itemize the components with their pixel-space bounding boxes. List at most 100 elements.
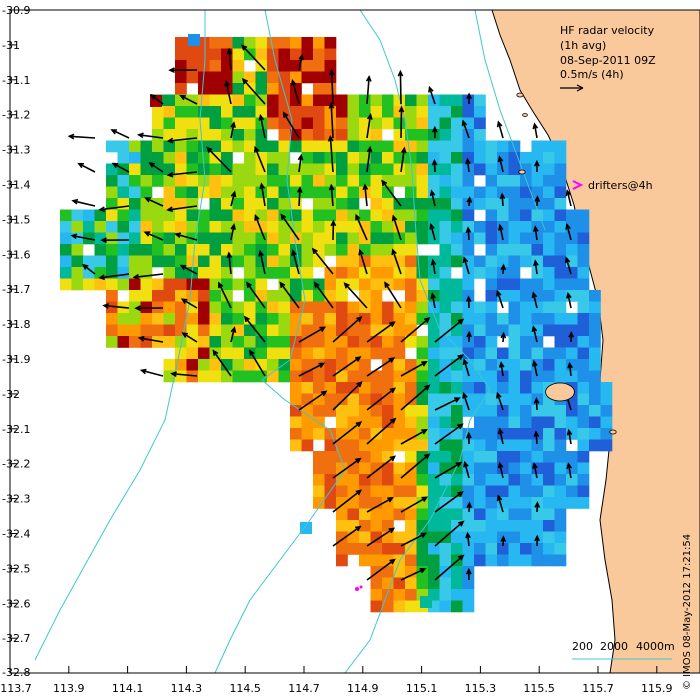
velocity-cell	[301, 209, 314, 222]
velocity-cell	[451, 129, 463, 141]
velocity-cell	[163, 232, 176, 245]
velocity-cell	[152, 244, 164, 256]
velocity-cell	[336, 347, 348, 360]
velocity-cell	[140, 175, 153, 187]
velocity-cell	[566, 405, 578, 417]
velocity-cell	[359, 359, 371, 371]
velocity-cell	[474, 324, 486, 337]
y-tick-label: -31.1	[2, 74, 30, 87]
velocity-cell	[382, 324, 394, 337]
velocity-cell	[347, 324, 360, 337]
velocity-arrow	[180, 298, 198, 309]
velocity-cell	[301, 301, 314, 314]
velocity-cell	[543, 347, 555, 360]
velocity-cell	[209, 209, 222, 222]
velocity-cell	[508, 393, 521, 406]
velocity-cell	[324, 244, 337, 256]
velocity-cell	[255, 209, 268, 222]
velocity-cell	[163, 301, 176, 314]
velocity-cell	[347, 531, 360, 544]
velocity-cell	[324, 428, 337, 440]
velocity-cell	[405, 336, 417, 348]
velocity-cell	[336, 451, 348, 463]
velocity-cell	[428, 324, 440, 337]
velocity-cell	[347, 175, 360, 187]
velocity-cell	[359, 175, 371, 187]
velocity-cell	[301, 347, 314, 360]
velocity-cell	[163, 359, 176, 371]
velocity-cell	[221, 198, 233, 210]
velocity-cell	[554, 543, 567, 555]
velocity-arrow	[291, 249, 300, 275]
velocity-cell	[324, 94, 337, 107]
velocity-cell	[186, 186, 199, 199]
velocity-cell	[382, 531, 394, 544]
velocity-cell	[324, 393, 337, 406]
velocity-cell	[232, 370, 245, 383]
velocity-cell	[301, 117, 314, 130]
velocity-cell	[428, 416, 440, 429]
velocity-cell	[393, 428, 406, 440]
velocity-arrow	[102, 303, 130, 309]
velocity-cell	[359, 474, 371, 486]
velocity-cell	[508, 370, 521, 383]
velocity-cell	[129, 232, 141, 245]
velocity-cell	[163, 175, 176, 187]
velocity-cell	[451, 577, 463, 590]
velocity-cell	[439, 175, 452, 187]
velocity-cell	[278, 198, 291, 210]
velocity-cell	[405, 497, 417, 509]
velocity-cell	[439, 324, 452, 337]
legend-avg: (1h avg)	[560, 39, 606, 52]
velocity-cell	[244, 71, 256, 84]
velocity-cell	[474, 347, 486, 360]
velocity-cell	[428, 405, 440, 417]
velocity-cell	[221, 290, 233, 302]
velocity-cell	[405, 301, 417, 314]
velocity-cell	[140, 278, 153, 291]
velocity-cell	[244, 175, 256, 187]
y-tick-label: -30.9	[2, 4, 30, 17]
velocity-cell	[474, 186, 486, 199]
velocity-cell	[221, 186, 233, 199]
y-tick-label: -32.3	[2, 493, 30, 506]
velocity-cell	[474, 485, 486, 498]
velocity-cell	[566, 336, 578, 348]
velocity-cell	[543, 462, 555, 475]
velocity-cell	[497, 497, 509, 509]
velocity-cell	[83, 209, 95, 222]
velocity-cell	[439, 232, 452, 245]
velocity-cell	[163, 221, 176, 233]
velocity-cell	[543, 416, 555, 429]
velocity-cell	[175, 175, 187, 187]
velocity-cell	[508, 554, 521, 567]
velocity-cell	[313, 451, 325, 463]
velocity-cell	[485, 198, 498, 210]
velocity-cell	[359, 324, 371, 337]
velocity-arrow	[254, 213, 266, 241]
velocity-cell	[347, 117, 360, 130]
velocity-cell	[163, 140, 176, 153]
velocity-cell	[60, 255, 72, 268]
velocity-cell	[589, 382, 601, 394]
velocity-cell	[497, 428, 509, 440]
velocity-cell	[290, 221, 302, 233]
velocity-cell	[175, 37, 187, 49]
velocity-cell	[244, 232, 256, 245]
velocity-arrow	[362, 183, 369, 207]
velocity-cell	[324, 370, 337, 383]
velocity-cell	[543, 221, 555, 233]
velocity-cell	[520, 520, 532, 532]
velocity-cell	[508, 474, 521, 486]
velocity-cell	[589, 439, 601, 452]
velocity-cell	[566, 267, 578, 279]
velocity-cell	[336, 140, 348, 153]
velocity-cell	[382, 255, 394, 268]
velocity-cell	[405, 520, 417, 532]
velocity-cell	[359, 163, 371, 176]
velocity-cell	[301, 106, 314, 118]
velocity-cell	[382, 117, 394, 130]
velocity-cell	[255, 290, 268, 302]
velocity-cell	[451, 324, 463, 337]
velocity-cell	[370, 485, 383, 498]
